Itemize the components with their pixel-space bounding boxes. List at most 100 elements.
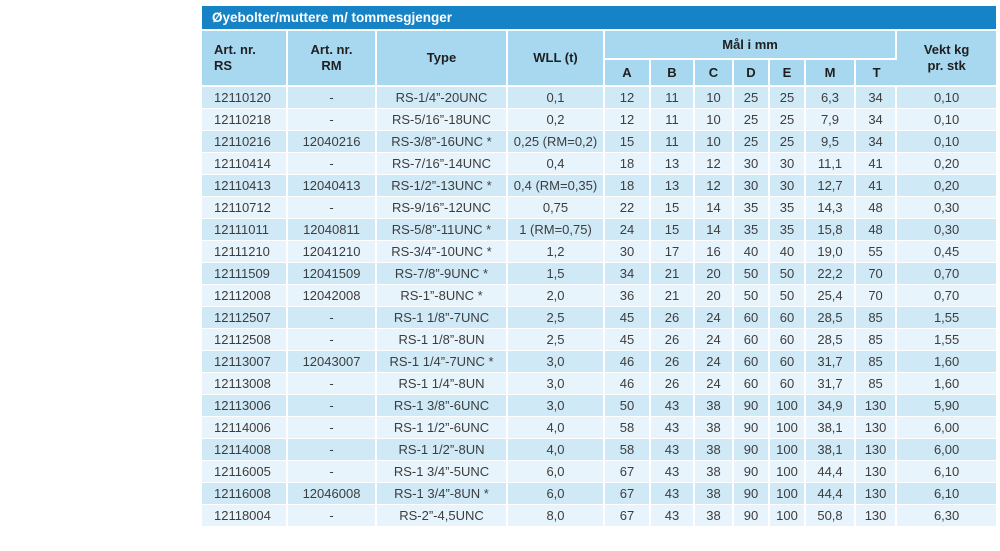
cell-dim-e: 30 [770,175,806,197]
cell-dim-d: 25 [734,131,770,153]
cell-dim-m: 15,8 [806,219,856,241]
cell-dim-t: 130 [856,439,898,461]
cell-art-nr-rs: 12114008 [202,439,288,461]
cell-dim-m: 11,1 [806,153,856,175]
product-spec-table: Øyebolter/muttere m/ tommesgjenger Art. … [202,6,997,527]
table-row: 12110413 12040413 RS-1/2”-13UNC * 0,4 (RM=0… [202,175,997,197]
cell-type: RS-5/8”-11UNC * [377,219,508,241]
cell-art-nr-rm: - [288,373,377,395]
cell-wll: 0,4 [508,153,605,175]
cell-dim-a: 50 [605,395,651,417]
cell-weight: 6,00 [897,439,997,461]
cell-type: RS-3/8”-16UNC * [377,131,508,153]
cell-weight: 0,30 [897,197,997,219]
cell-weight: 1,55 [897,307,997,329]
cell-dim-m: 28,5 [806,329,856,351]
cell-wll: 0,2 [508,109,605,131]
cell-wll: 0,75 [508,197,605,219]
cell-art-nr-rs: 12112508 [202,329,288,351]
table-row: 12113006- RS-1 3/8”-6UNC 3,0 50 43 38 90 100 34,… [202,395,997,417]
cell-dim-c: 38 [695,439,734,461]
cell-dim-t: 130 [856,483,898,505]
cell-art-nr-rm: 12043007 [288,351,377,373]
table-row: 12112507- RS-1 1/8”-7UNC 2,5 45 26 24 60 60 28,5… [202,307,997,329]
cell-wll: 0,1 [508,85,605,109]
cell-weight: 0,20 [897,175,997,197]
cell-art-nr-rs: 12113007 [202,351,288,373]
cell-art-nr-rm: - [288,417,377,439]
cell-dim-t: 130 [856,395,898,417]
column-header-wll: WLL (t) [508,31,605,85]
cell-dim-c: 38 [695,461,734,483]
cell-dim-d: 90 [734,483,770,505]
table-row: 12110414- RS-7/16”-14UNC 0,4 18 13 12 30 30 11,1… [202,153,997,175]
cell-dim-a: 46 [605,373,651,395]
cell-dim-a: 24 [605,219,651,241]
cell-wll: 3,0 [508,395,605,417]
cell-dim-b: 26 [651,373,695,395]
cell-dim-c: 10 [695,109,734,131]
cell-dim-b: 43 [651,461,695,483]
cell-dim-m: 31,7 [806,373,856,395]
cell-dim-d: 90 [734,505,770,527]
cell-dim-c: 24 [695,307,734,329]
header-row-main: Art. nr. RS Art. nr. RM Type WLL (t) Mål… [202,31,997,85]
spec-table: Art. nr. RS Art. nr. RM Type WLL (t) Mål… [202,31,997,527]
cell-dim-d: 25 [734,85,770,109]
cell-art-nr-rm: - [288,153,377,175]
cell-dim-e: 100 [770,483,806,505]
cell-dim-m: 14,3 [806,197,856,219]
cell-wll: 3,0 [508,351,605,373]
cell-dim-t: 48 [856,219,898,241]
cell-dim-e: 100 [770,417,806,439]
cell-dim-e: 100 [770,461,806,483]
cell-dim-b: 21 [651,263,695,285]
cell-wll: 2,5 [508,307,605,329]
table-row: 12116005- RS-1 3/4”-5UNC 6,0 67 43 38 90 100 44,… [202,461,997,483]
cell-type: RS-7/16”-14UNC [377,153,508,175]
cell-art-nr-rm: - [288,395,377,417]
cell-type: RS-1/4”-20UNC [377,85,508,109]
cell-wll: 1 (RM=0,75) [508,219,605,241]
cell-wll: 6,0 [508,483,605,505]
cell-dim-m: 44,4 [806,461,856,483]
cell-dim-d: 30 [734,153,770,175]
cell-dim-b: 26 [651,351,695,373]
cell-dim-b: 43 [651,505,695,527]
cell-dim-m: 38,1 [806,417,856,439]
cell-art-nr-rs: 12112507 [202,307,288,329]
cell-dim-d: 30 [734,175,770,197]
cell-dim-t: 85 [856,329,898,351]
cell-dim-d: 60 [734,307,770,329]
cell-art-nr-rm: 12041210 [288,241,377,263]
cell-dim-c: 38 [695,395,734,417]
table-row: 12112508- RS-1 1/8”-8UN 2,5 45 26 24 60 60 28,5 8… [202,329,997,351]
cell-type: RS-5/16”-18UNC [377,109,508,131]
cell-weight: 1,60 [897,351,997,373]
cell-type: RS-1 3/8”-6UNC [377,395,508,417]
cell-dim-c: 12 [695,153,734,175]
cell-wll: 2,0 [508,285,605,307]
cell-dim-b: 17 [651,241,695,263]
table-row: 12116008 12046008 RS-1 3/4”-8UN * 6,0 67 43 38… [202,483,997,505]
cell-dim-d: 35 [734,219,770,241]
cell-art-nr-rm: - [288,505,377,527]
table-title: Øyebolter/muttere m/ tommesgjenger [212,10,453,25]
table-row: 12114008- RS-1 1/2”-8UN 4,0 58 43 38 90 100 38,1… [202,439,997,461]
table-row: 12110712- RS-9/16”-12UNC 0,75 22 15 14 35 35 14,… [202,197,997,219]
cell-dim-b: 11 [651,109,695,131]
cell-dim-a: 46 [605,351,651,373]
cell-art-nr-rm: 12040413 [288,175,377,197]
cell-art-nr-rm: - [288,197,377,219]
cell-dim-a: 34 [605,263,651,285]
cell-wll: 4,0 [508,417,605,439]
cell-dim-t: 130 [856,505,898,527]
cell-weight: 0,70 [897,285,997,307]
cell-dim-e: 35 [770,197,806,219]
cell-weight: 0,70 [897,263,997,285]
cell-art-nr-rs: 12114006 [202,417,288,439]
cell-dim-e: 60 [770,307,806,329]
cell-dim-b: 11 [651,131,695,153]
cell-dim-a: 58 [605,417,651,439]
cell-dim-t: 70 [856,285,898,307]
